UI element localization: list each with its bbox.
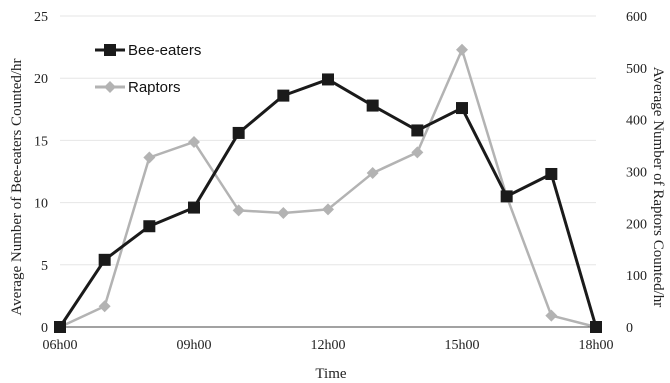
data-point: [411, 146, 424, 159]
y-right-tick-label: 300: [626, 166, 647, 181]
data-point: [188, 135, 200, 148]
data-point: [366, 167, 379, 180]
data-point: [411, 124, 424, 137]
legend-label: Bee-eaters: [128, 42, 201, 59]
y-left-tick-label: 25: [34, 10, 48, 25]
data-point: [98, 253, 111, 266]
x-tick-label: 15h00: [445, 338, 480, 353]
data-point: [54, 321, 66, 333]
series: [54, 43, 602, 333]
legend-label: Raptors: [128, 79, 181, 96]
data-point: [143, 220, 156, 233]
data-point: [545, 167, 558, 180]
y-left-tick-label: 10: [34, 197, 48, 212]
data-point: [590, 321, 602, 333]
gridlines: [60, 15, 596, 266]
y-right-tick-label: 500: [626, 62, 647, 77]
data-point: [545, 309, 558, 322]
data-point: [232, 204, 245, 217]
x-tick-label: 06h00: [43, 338, 78, 353]
y-right-tick-label: 600: [626, 10, 647, 25]
legend-item: Raptors: [95, 79, 181, 96]
y-right-tick-label: 200: [626, 217, 647, 232]
legend: Bee-eaters Raptors: [95, 42, 201, 96]
y-right-tick-label: 0: [626, 321, 633, 336]
data-point: [232, 126, 245, 139]
data-point: [366, 99, 379, 112]
y-left-tick-label: 0: [41, 321, 48, 336]
data-point: [188, 201, 200, 214]
legend-marker: [104, 81, 116, 93]
y-right-tick-label: 400: [626, 114, 647, 129]
y-axis-left-title: Average Number of Bee-eaters Counted/hr: [9, 58, 25, 315]
y-left-tick-label: 5: [41, 259, 48, 274]
x-tick-label: 18h00: [579, 338, 614, 353]
data-point: [322, 203, 334, 216]
y-axis-right-title: Average Number of Raptors Counted/hr: [650, 67, 666, 308]
y-left-tick-label: 15: [34, 134, 48, 149]
x-tick-label: 09h00: [177, 338, 212, 353]
x-tick-label: 12h00: [311, 338, 346, 353]
series-line: [58, 77, 598, 328]
tick-labels: 0 5 10 15 20 25 0 100 200 300 400 500 600 06h00 09h00 1…: [34, 10, 647, 353]
data-point: [500, 190, 513, 203]
y-left-tick-label: 20: [34, 72, 48, 87]
data-point: [456, 102, 468, 115]
data-point: [456, 43, 468, 56]
legend-marker: [104, 44, 116, 56]
y-right-tick-label: 100: [626, 269, 647, 284]
series-bee-eaters: [54, 73, 602, 333]
x-axis-title: Time: [315, 366, 346, 382]
legend-item: Bee-eaters: [95, 42, 201, 59]
data-point: [277, 89, 290, 102]
data-point: [277, 206, 290, 219]
data-point: [98, 300, 111, 313]
data-point: [322, 73, 334, 86]
data-point: [143, 151, 156, 164]
